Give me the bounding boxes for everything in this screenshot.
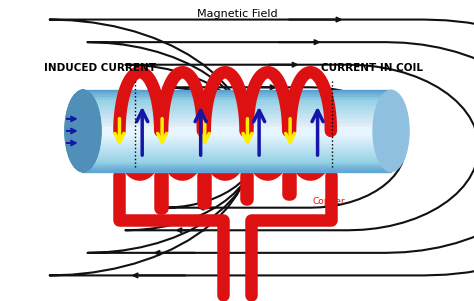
- Bar: [83, 97, 391, 98]
- Bar: [83, 160, 391, 162]
- Bar: [83, 93, 391, 95]
- Bar: [83, 150, 391, 152]
- Ellipse shape: [67, 90, 99, 172]
- Ellipse shape: [71, 90, 95, 172]
- Bar: [83, 114, 391, 116]
- Bar: [83, 108, 391, 110]
- Bar: [83, 105, 391, 107]
- Bar: [83, 162, 391, 163]
- Bar: [83, 140, 391, 142]
- Bar: [83, 100, 391, 102]
- Bar: [83, 121, 391, 123]
- Bar: [83, 98, 391, 100]
- Ellipse shape: [65, 90, 101, 172]
- Bar: [83, 118, 391, 119]
- Bar: [83, 119, 391, 121]
- Bar: [83, 134, 391, 136]
- Bar: [83, 110, 391, 111]
- Bar: [83, 92, 391, 94]
- Bar: [83, 123, 391, 124]
- Bar: [83, 163, 391, 165]
- Ellipse shape: [69, 90, 96, 172]
- Bar: [83, 152, 391, 154]
- Bar: [83, 106, 391, 108]
- Text: INDUCED CURRENT: INDUCED CURRENT: [44, 63, 155, 73]
- Bar: [83, 103, 391, 105]
- Bar: [83, 95, 391, 97]
- Bar: [83, 165, 391, 167]
- Ellipse shape: [65, 90, 100, 172]
- Bar: [83, 90, 391, 92]
- Bar: [83, 148, 391, 150]
- Ellipse shape: [73, 90, 93, 172]
- Ellipse shape: [68, 90, 98, 172]
- Bar: [83, 144, 391, 146]
- Bar: [83, 132, 391, 134]
- Bar: [83, 166, 391, 168]
- Bar: [83, 147, 391, 149]
- Ellipse shape: [73, 90, 93, 172]
- Ellipse shape: [72, 90, 94, 172]
- Text: Copper: Copper: [313, 197, 346, 206]
- Ellipse shape: [69, 90, 97, 172]
- Bar: [83, 157, 391, 159]
- Bar: [83, 170, 391, 172]
- Bar: [83, 145, 391, 147]
- Ellipse shape: [73, 90, 92, 172]
- Text: Magnetic Field: Magnetic Field: [197, 8, 277, 19]
- Bar: [83, 129, 391, 131]
- Bar: [83, 127, 391, 129]
- Bar: [83, 168, 391, 170]
- Text: CURRENT IN COIL: CURRENT IN COIL: [321, 63, 423, 73]
- Bar: [83, 139, 391, 141]
- Ellipse shape: [71, 90, 95, 172]
- Bar: [83, 126, 391, 128]
- Bar: [83, 135, 391, 138]
- Ellipse shape: [66, 90, 100, 172]
- Bar: [83, 158, 391, 160]
- Ellipse shape: [67, 90, 99, 172]
- Ellipse shape: [70, 90, 96, 172]
- Ellipse shape: [72, 90, 94, 172]
- Bar: [83, 113, 391, 115]
- Bar: [83, 142, 391, 144]
- Ellipse shape: [373, 90, 409, 172]
- Ellipse shape: [65, 90, 101, 172]
- Ellipse shape: [66, 90, 100, 172]
- Bar: [83, 101, 391, 103]
- Ellipse shape: [70, 90, 96, 172]
- Bar: [83, 124, 391, 126]
- Bar: [83, 154, 391, 155]
- Bar: [83, 111, 391, 113]
- Bar: [83, 155, 391, 157]
- Bar: [83, 131, 391, 132]
- Ellipse shape: [68, 90, 98, 172]
- Ellipse shape: [69, 90, 97, 172]
- Bar: [83, 116, 391, 118]
- Bar: [83, 137, 391, 139]
